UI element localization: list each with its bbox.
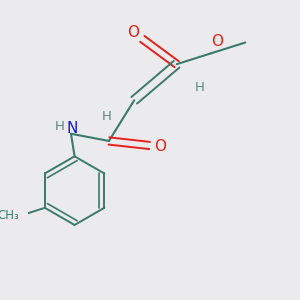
- Text: H: H: [194, 81, 204, 94]
- Text: N: N: [66, 121, 78, 136]
- Text: O: O: [211, 34, 223, 49]
- Text: H: H: [55, 120, 65, 133]
- Text: O: O: [154, 139, 166, 154]
- Text: CH₃: CH₃: [0, 209, 20, 222]
- Text: O: O: [127, 25, 139, 40]
- Text: H: H: [102, 110, 112, 123]
